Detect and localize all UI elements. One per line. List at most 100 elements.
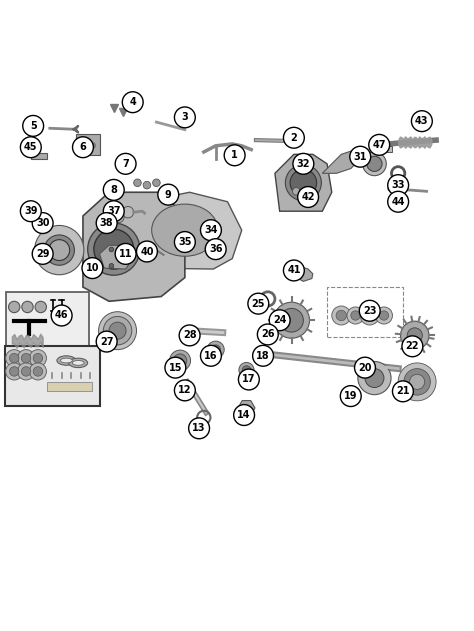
Circle shape <box>388 191 409 212</box>
Circle shape <box>32 244 53 264</box>
Text: 14: 14 <box>237 410 251 420</box>
Circle shape <box>283 127 304 148</box>
Circle shape <box>122 206 134 218</box>
Circle shape <box>174 232 195 252</box>
Circle shape <box>355 357 375 378</box>
Circle shape <box>224 145 245 166</box>
Ellipse shape <box>61 358 72 363</box>
Circle shape <box>179 325 200 346</box>
Circle shape <box>336 310 346 321</box>
Circle shape <box>257 324 278 345</box>
Circle shape <box>20 201 41 221</box>
Circle shape <box>33 353 43 363</box>
Circle shape <box>29 350 46 367</box>
Circle shape <box>269 310 290 331</box>
Circle shape <box>153 179 160 187</box>
Circle shape <box>32 213 53 233</box>
Text: 39: 39 <box>24 206 37 216</box>
Ellipse shape <box>69 358 88 368</box>
Circle shape <box>21 353 31 363</box>
Circle shape <box>18 350 35 367</box>
Circle shape <box>73 137 93 158</box>
Text: 25: 25 <box>252 298 265 309</box>
Circle shape <box>6 350 23 367</box>
Text: 37: 37 <box>107 206 120 216</box>
Circle shape <box>20 137 41 158</box>
Circle shape <box>369 134 390 155</box>
Text: 35: 35 <box>178 237 191 247</box>
Circle shape <box>22 301 33 312</box>
Circle shape <box>96 331 117 352</box>
Polygon shape <box>294 264 313 281</box>
Circle shape <box>298 187 319 208</box>
Polygon shape <box>47 382 92 391</box>
Polygon shape <box>322 150 360 174</box>
Circle shape <box>134 179 141 187</box>
Circle shape <box>280 309 303 332</box>
Text: 7: 7 <box>122 159 129 169</box>
Circle shape <box>103 201 124 221</box>
Circle shape <box>351 311 360 320</box>
FancyBboxPatch shape <box>5 346 100 406</box>
Circle shape <box>51 305 72 326</box>
Text: 33: 33 <box>392 180 405 190</box>
Circle shape <box>18 363 35 380</box>
Circle shape <box>205 239 226 259</box>
Circle shape <box>212 242 220 251</box>
Polygon shape <box>275 155 332 211</box>
Text: 43: 43 <box>415 116 428 126</box>
Circle shape <box>292 187 300 195</box>
Circle shape <box>207 341 224 358</box>
Circle shape <box>9 367 19 376</box>
Circle shape <box>358 362 391 394</box>
Circle shape <box>9 353 19 363</box>
Text: 15: 15 <box>169 363 182 373</box>
Circle shape <box>103 317 132 345</box>
Text: 9: 9 <box>165 190 172 199</box>
Circle shape <box>49 240 70 261</box>
Circle shape <box>189 418 210 439</box>
Circle shape <box>367 156 382 172</box>
Text: 38: 38 <box>100 218 113 228</box>
Circle shape <box>201 220 221 240</box>
Circle shape <box>23 115 44 136</box>
Circle shape <box>33 367 43 376</box>
Circle shape <box>404 369 430 395</box>
Circle shape <box>285 165 321 201</box>
Circle shape <box>253 345 273 366</box>
Text: 34: 34 <box>204 225 218 235</box>
Circle shape <box>293 153 314 174</box>
Text: 24: 24 <box>273 316 286 325</box>
Circle shape <box>392 381 413 402</box>
Text: 16: 16 <box>204 351 218 361</box>
Text: 30: 30 <box>36 218 49 228</box>
Text: 26: 26 <box>261 329 274 339</box>
Circle shape <box>273 302 310 338</box>
Text: 29: 29 <box>36 249 49 259</box>
Circle shape <box>363 152 386 175</box>
FancyBboxPatch shape <box>76 134 100 155</box>
Circle shape <box>82 257 103 278</box>
Text: 11: 11 <box>119 249 132 259</box>
Circle shape <box>238 369 259 390</box>
Circle shape <box>143 181 151 189</box>
Circle shape <box>44 235 74 265</box>
Bar <box>383 146 392 153</box>
Circle shape <box>94 229 134 269</box>
Circle shape <box>109 264 114 268</box>
Circle shape <box>109 322 126 339</box>
Circle shape <box>248 293 269 314</box>
Text: 42: 42 <box>301 192 315 202</box>
Circle shape <box>123 256 128 260</box>
Circle shape <box>211 345 220 355</box>
Circle shape <box>265 324 277 336</box>
Circle shape <box>137 241 157 262</box>
Circle shape <box>177 238 185 246</box>
Circle shape <box>115 244 136 264</box>
Text: 13: 13 <box>192 423 206 433</box>
Polygon shape <box>238 401 255 415</box>
Ellipse shape <box>72 360 84 365</box>
Circle shape <box>113 211 124 223</box>
Text: 12: 12 <box>178 386 191 396</box>
Bar <box>31 153 47 159</box>
